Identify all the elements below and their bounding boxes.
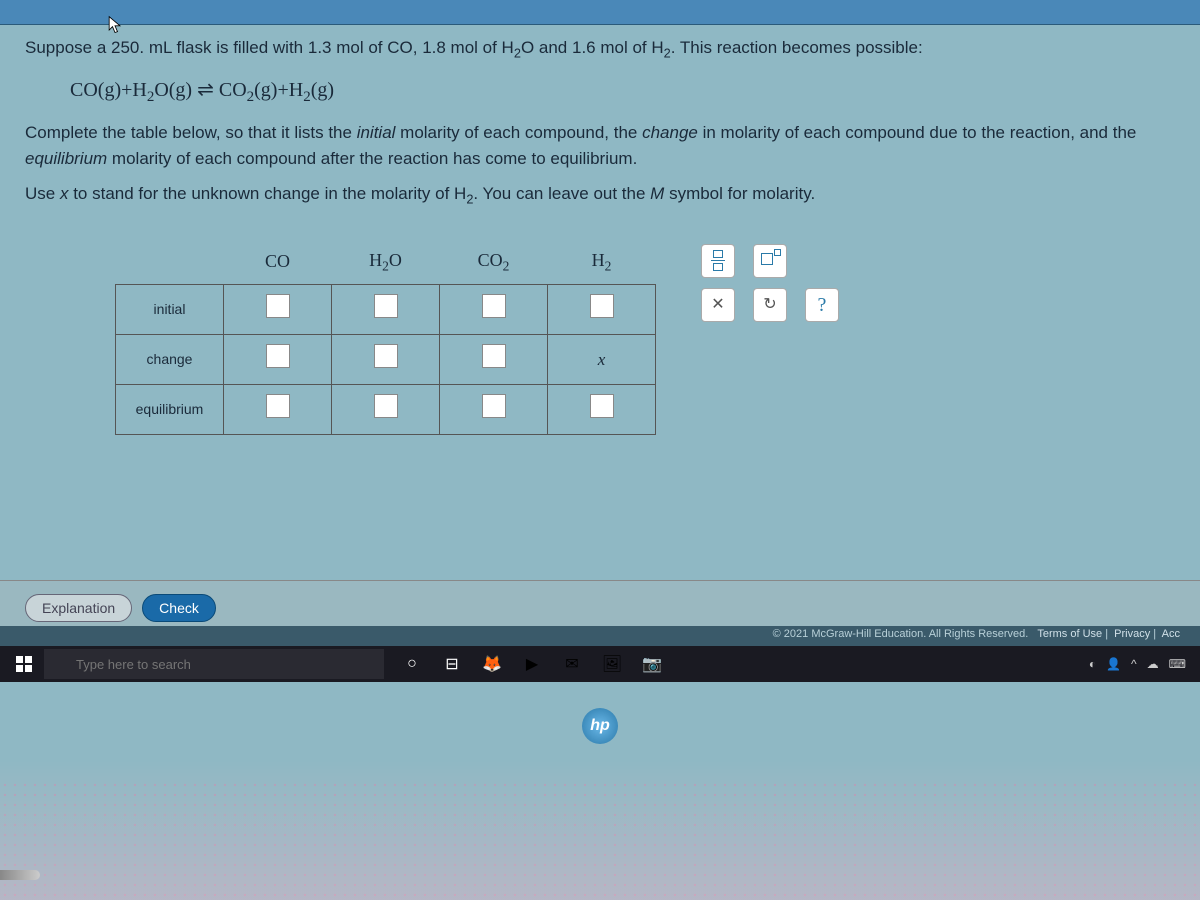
math-toolbox: ✕ ↻ ? [701, 244, 839, 332]
cell-initial-co[interactable] [224, 285, 332, 335]
photos-icon[interactable]: 🖼 [594, 648, 630, 680]
cell-change-co2[interactable] [440, 335, 548, 385]
fraction-icon [711, 250, 725, 271]
cell-initial-h2o[interactable] [332, 285, 440, 335]
row-label-change: change [116, 335, 224, 385]
row-label-initial: initial [116, 285, 224, 335]
laptop-edge [0, 870, 40, 880]
cell-initial-h2[interactable] [548, 285, 656, 335]
check-button[interactable]: Check [142, 594, 216, 622]
clear-button[interactable]: ✕ [701, 288, 735, 322]
ice-table: CO H2O CO2 H2 initial change x equilibr [115, 239, 656, 436]
glare-overlay [0, 760, 1200, 900]
footer-bar: Explanation Check [0, 580, 1200, 626]
problem-statement: Suppose a 250. mL flask is filled with 1… [25, 35, 1175, 63]
windows-icon [16, 656, 32, 672]
copyright-bar: © 2021 McGraw-Hill Education. All Rights… [0, 626, 1200, 646]
fraction-tool-button[interactable] [701, 244, 735, 278]
taskbar-search-input[interactable] [44, 649, 384, 679]
taskbar-apps: ○ ⊟ 🦊 ▶ ✉ 🖼 📷 [394, 648, 670, 680]
task-view-icon[interactable]: ⊟ [434, 648, 470, 680]
browser-tab-bar [0, 0, 1200, 25]
chemical-equation: CO(g)+H2O(g) ⇌ CO2(g)+H2(g) [70, 75, 1175, 109]
reset-button[interactable]: ↻ [753, 288, 787, 322]
cell-change-co[interactable] [224, 335, 332, 385]
terms-link[interactable]: Terms of Use [1037, 628, 1102, 640]
exponent-tool-button[interactable] [753, 244, 787, 278]
cell-eq-co2[interactable] [440, 385, 548, 435]
video-app-icon[interactable]: ▶ [514, 648, 550, 680]
accessibility-link[interactable]: Acc [1162, 628, 1180, 640]
cell-eq-h2o[interactable] [332, 385, 440, 435]
instruction-x: Use x to stand for the unknown change in… [25, 181, 1175, 209]
col-header-h2o: H2O [332, 239, 440, 285]
cursor-icon [105, 15, 125, 40]
help-button[interactable]: ? [805, 288, 839, 322]
col-header-co2: CO2 [440, 239, 548, 285]
tray-chevron-icon[interactable]: ^ [1131, 657, 1137, 671]
camera-icon[interactable]: 📷 [634, 648, 670, 680]
firefox-icon[interactable]: 🦊 [474, 648, 510, 680]
cell-eq-co[interactable] [224, 385, 332, 435]
row-label-equilibrium: equilibrium [116, 385, 224, 435]
windows-taskbar[interactable]: ⌕ ○ ⊟ 🦊 ▶ ✉ 🖼 📷 ◐ 👤 ^ ☁ ⌨ [0, 646, 1200, 682]
privacy-link[interactable]: Privacy [1114, 628, 1150, 640]
cell-eq-h2[interactable] [548, 385, 656, 435]
system-tray[interactable]: ◐ 👤 ^ ☁ ⌨ [1089, 657, 1196, 671]
exponent-icon [761, 249, 780, 273]
col-header-h2: H2 [548, 239, 656, 285]
moire-overlay [0, 780, 1200, 900]
tray-keyboard-icon[interactable]: ⌨ [1169, 657, 1186, 671]
cortana-icon[interactable]: ○ [394, 648, 430, 680]
mail-icon[interactable]: ✉ [554, 648, 590, 680]
instruction-table: Complete the table below, so that it lis… [25, 120, 1175, 171]
question-content: Suppose a 250. mL flask is filled with 1… [0, 25, 1200, 435]
tray-cloud-icon[interactable]: ☁ [1147, 657, 1159, 671]
cell-change-h2: x [548, 335, 656, 385]
cell-initial-co2[interactable] [440, 285, 548, 335]
cell-change-h2o[interactable] [332, 335, 440, 385]
col-header-co: CO [224, 239, 332, 285]
tray-hp-icon[interactable]: ◐ [1089, 657, 1096, 671]
tray-people-icon[interactable]: 👤 [1106, 657, 1121, 671]
start-button[interactable] [4, 648, 44, 680]
explanation-button[interactable]: Explanation [25, 594, 132, 622]
hp-logo: hp [582, 708, 618, 744]
